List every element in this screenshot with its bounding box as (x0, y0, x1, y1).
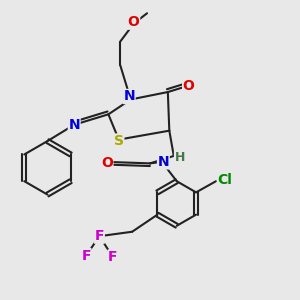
Text: H: H (175, 151, 185, 164)
Text: F: F (108, 250, 118, 264)
Text: F: F (81, 248, 91, 262)
Text: O: O (128, 15, 140, 29)
Text: S: S (114, 134, 124, 148)
Text: N: N (123, 89, 135, 103)
Text: Cl: Cl (218, 173, 232, 187)
Text: N: N (68, 118, 80, 132)
Text: F: F (95, 229, 104, 243)
Text: O: O (101, 156, 113, 170)
Text: O: O (183, 79, 195, 93)
Text: N: N (158, 155, 169, 169)
